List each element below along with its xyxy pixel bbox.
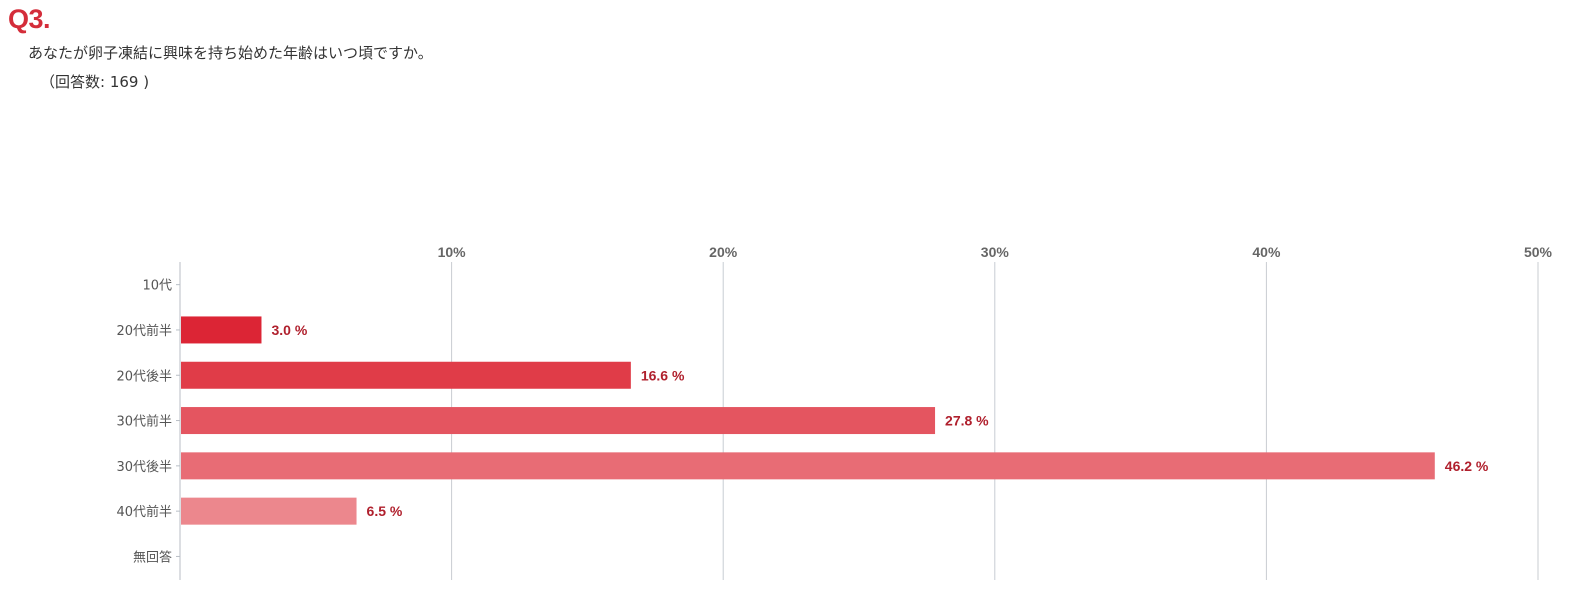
x-tick-label: 20% xyxy=(709,244,738,260)
bar xyxy=(181,316,262,344)
x-tick-label: 50% xyxy=(1524,244,1553,260)
data-label: 46.2 % xyxy=(1445,458,1489,474)
category-label: 40代前半 xyxy=(116,504,172,520)
data-label: 16.6 % xyxy=(641,367,685,383)
data-label: 27.8 % xyxy=(945,413,989,429)
response-count: （回答数: 169 ) xyxy=(40,73,150,91)
x-tick-label: 10% xyxy=(438,244,467,260)
bar xyxy=(181,361,631,389)
category-label: 無回答 xyxy=(133,549,172,565)
question-text: あなたが卵子凍結に興味を持ち始めた年齢はいつ頃ですか。 xyxy=(28,44,433,62)
bar xyxy=(181,497,357,525)
category-label: 30代前半 xyxy=(116,414,172,430)
category-label: 10代 xyxy=(142,279,172,294)
category-label: 30代後半 xyxy=(116,460,172,475)
question-number: Q3. xyxy=(8,4,51,34)
data-label: 3.0 % xyxy=(271,322,307,338)
category-label: 20代前半 xyxy=(116,323,172,339)
data-label: 6.5 % xyxy=(367,503,403,519)
category-label: 20代後半 xyxy=(116,369,172,384)
bar xyxy=(181,407,936,435)
bar xyxy=(181,452,1435,480)
x-tick-label: 40% xyxy=(1252,244,1281,260)
x-tick-label: 30% xyxy=(981,244,1010,260)
